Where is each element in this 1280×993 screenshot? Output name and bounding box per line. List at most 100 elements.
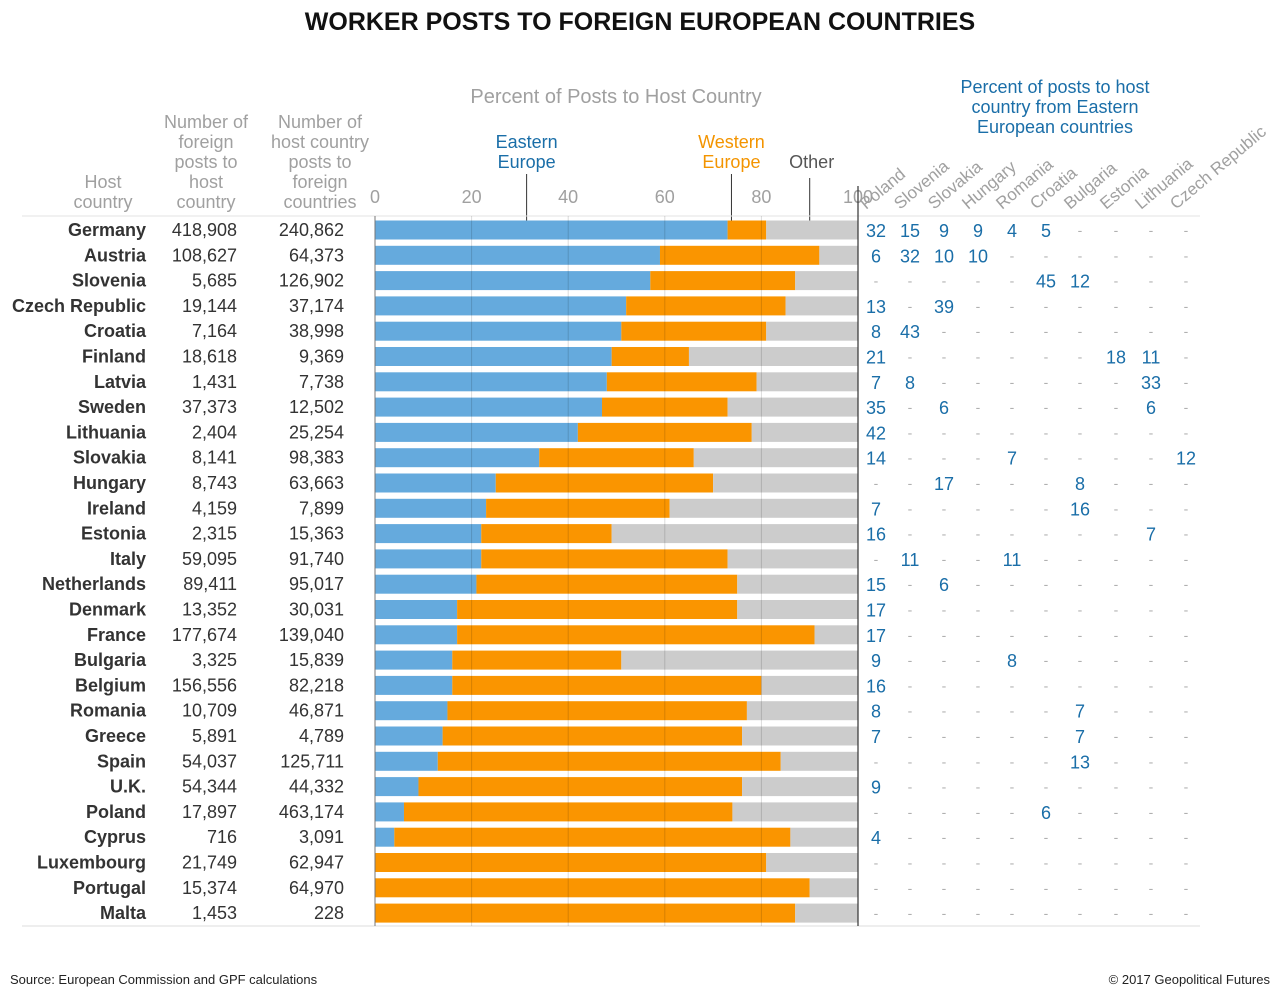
eastern-breakdown-value: 17 [866, 626, 886, 646]
eastern-breakdown-missing: - [976, 576, 981, 592]
eastern-bar [375, 574, 477, 594]
eastern-breakdown-value: 11 [1142, 348, 1161, 368]
eastern-breakdown-missing: - [1044, 855, 1049, 871]
host-posts-value: 98,383 [289, 448, 344, 468]
eastern-breakdown-value: 17 [866, 601, 886, 621]
western-bar [602, 397, 728, 417]
eastern-breakdown-missing: - [976, 804, 981, 820]
eastern-breakdown-missing: - [1010, 602, 1015, 618]
eastern-breakdown-missing: - [1044, 424, 1049, 440]
eastern-breakdown-missing: - [942, 779, 947, 795]
eastern-breakdown-missing: - [1149, 677, 1154, 693]
eastern-breakdown-value: 8 [905, 373, 915, 393]
table-row: Bulgaria 3,325 15,839 9 - - - 8 - - - - - [74, 650, 1189, 671]
foreign-posts-value: 54,344 [182, 777, 237, 797]
eastern-breakdown-missing: - [1078, 779, 1083, 795]
eastern-breakdown-missing: - [976, 450, 981, 466]
eastern-breakdown-missing: - [908, 450, 913, 466]
eastern-breakdown-missing: - [1078, 247, 1083, 263]
foreign-posts-value: 8,141 [192, 448, 237, 468]
eastern-breakdown-missing: - [1078, 551, 1083, 567]
foreign-posts-value: 89,411 [183, 574, 237, 594]
western-bar [437, 751, 781, 771]
host-posts-value: 15,839 [289, 650, 344, 670]
eastern-breakdown-missing: - [874, 905, 879, 921]
western-bar [659, 245, 820, 265]
eastern-breakdown-missing: - [1078, 323, 1083, 339]
eastern-breakdown-missing: - [1149, 323, 1154, 339]
eastern-breakdown-missing: - [1149, 222, 1154, 238]
eastern-breakdown-value: 18 [1106, 348, 1126, 368]
country-label: Denmark [69, 600, 147, 620]
eastern-breakdown-missing: - [1184, 753, 1189, 769]
eastern-breakdown-missing: - [1044, 298, 1049, 314]
eastern-breakdown-value: 15 [866, 575, 886, 595]
eastern-breakdown-value: 14 [866, 449, 886, 469]
table-row: Hungary 8,743 63,663 - - 17 - - - 8 - - - [73, 473, 1189, 494]
eastern-breakdown-value: 4 [1007, 221, 1017, 241]
eastern-bar [375, 296, 627, 316]
country-label: Malta [100, 903, 147, 923]
eastern-breakdown-missing: - [908, 298, 913, 314]
other-bar [732, 802, 858, 822]
eastern-breakdown-missing: - [1044, 652, 1049, 668]
eastern-breakdown-missing: - [1149, 576, 1154, 592]
eastern-breakdown-missing: - [1044, 627, 1049, 643]
eastern-breakdown-missing: - [908, 855, 913, 871]
table-row: Poland 17,897 463,174 - - - - - 6 - - - - [86, 802, 1189, 823]
other-series-label: Other [789, 152, 834, 172]
eastern-breakdown-missing: - [1010, 247, 1015, 263]
eastern-breakdown-missing: - [1184, 652, 1189, 668]
eastern-breakdown-missing: - [1078, 526, 1083, 542]
host-posts-header-line: countries [283, 192, 356, 212]
other-bar [795, 271, 858, 291]
eastern-breakdown-missing: - [1044, 247, 1049, 263]
western-bar [577, 422, 752, 442]
eastern-breakdown-value: 6 [939, 575, 949, 595]
eastern-breakdown-missing: - [942, 728, 947, 744]
table-row: Netherlands 89,411 95,017 15 - 6 - - - - - - - [42, 574, 1189, 595]
western-bar [650, 271, 796, 291]
eastern-breakdown-missing: - [1149, 855, 1154, 871]
table-row: Slovakia 8,141 98,383 14 - - - 7 - - - - 12 [73, 448, 1196, 469]
eastern-breakdown-missing: - [908, 500, 913, 516]
eastern-breakdown-missing: - [976, 500, 981, 516]
eastern-breakdown-missing: - [1078, 602, 1083, 618]
western-bar [375, 903, 796, 923]
eastern-bar [375, 675, 453, 695]
other-bar [795, 903, 858, 923]
table-row: Lithuania 2,404 25,254 42 - - - - - - - - - [66, 422, 1189, 443]
eastern-breakdown-missing: - [1149, 829, 1154, 845]
eastern-breakdown-missing: - [1078, 804, 1083, 820]
eastern-breakdown-missing: - [976, 349, 981, 365]
eastern-breakdown-value: 16 [866, 676, 886, 696]
eastern-breakdown-missing: - [942, 703, 947, 719]
other-bar [819, 245, 858, 265]
eastern-bar [375, 271, 651, 291]
eastern-breakdown-missing: - [1149, 424, 1154, 440]
eastern-breakdown-missing: - [976, 602, 981, 618]
eastern-breakdown-missing: - [1149, 298, 1154, 314]
other-bar [611, 524, 858, 544]
eastern-breakdown-missing: - [1184, 779, 1189, 795]
eastern-breakdown-missing: - [874, 753, 879, 769]
eastern-breakdown-missing: - [942, 829, 947, 845]
western-series-label: Europe [702, 152, 760, 172]
foreign-posts-value: 13,352 [182, 600, 237, 620]
table-row: Sweden 37,373 12,502 35 - 6 - - - - - 6 - [78, 397, 1189, 418]
eastern-breakdown-missing: - [1149, 247, 1154, 263]
eastern-breakdown-value: 6 [871, 246, 881, 266]
host-posts-value: 12,502 [289, 397, 344, 417]
western-series-label: Western [698, 132, 765, 152]
host-posts-value: 240,862 [279, 220, 344, 240]
country-label: Luxembourg [37, 853, 146, 873]
eastern-breakdown-missing: - [908, 652, 913, 668]
eastern-breakdown-missing: - [942, 323, 947, 339]
eastern-breakdown-missing: - [1114, 424, 1119, 440]
eastern-breakdown-missing: - [1010, 399, 1015, 415]
eastern-breakdown-missing: - [1078, 576, 1083, 592]
host-posts-value: 4,789 [299, 726, 344, 746]
eastern-breakdown-missing: - [874, 551, 879, 567]
